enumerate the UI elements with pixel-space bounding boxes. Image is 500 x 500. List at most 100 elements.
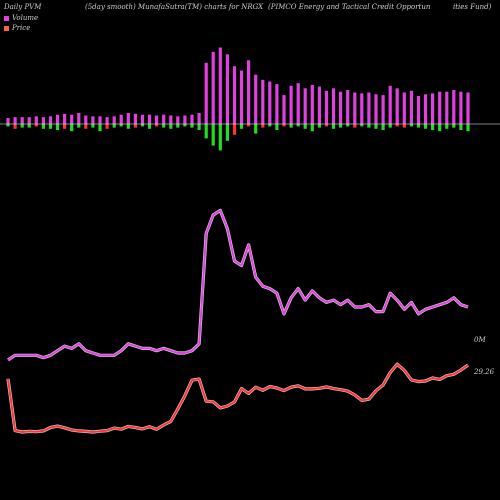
volume-bar-down: [34, 124, 38, 127]
volume-bar-up: [147, 114, 152, 124]
volume-bar-down: [275, 124, 279, 130]
volume-bar-down: [310, 124, 314, 132]
volume-bar-down: [431, 124, 435, 130]
legend-price-swatch: [4, 25, 9, 31]
price-value-label: 29.26: [474, 368, 495, 376]
volume-bar-down: [183, 124, 187, 127]
volume-bar-up: [119, 114, 123, 124]
volume-bar-down: [232, 124, 237, 135]
volume-bar-down: [119, 124, 123, 127]
volume-bar-up: [466, 92, 470, 124]
volume-bar-up: [353, 92, 357, 124]
legend-volume-swatch: [4, 15, 9, 21]
volume-bar-down: [268, 124, 272, 127]
volume-bar-down: [282, 124, 286, 127]
volume-bar-up: [431, 93, 435, 124]
volume-bar-up: [452, 90, 456, 124]
volume-bar-up: [289, 85, 293, 125]
volume-bar-up: [98, 116, 102, 124]
volume-bar-down: [77, 124, 81, 128]
volume-bar-up: [261, 79, 265, 124]
volume-bar-up: [190, 114, 194, 124]
volume-bar-up: [126, 113, 130, 124]
volume-bar-up: [70, 114, 74, 124]
volume-bar-down: [247, 124, 251, 127]
volume-bar-up: [317, 86, 321, 124]
volume-bar-down: [466, 124, 470, 132]
volume-bar-down: [374, 124, 378, 129]
legend-price-label: Price: [12, 24, 31, 32]
volume-bar-up: [169, 115, 173, 124]
volume-bar-up: [91, 116, 95, 124]
volume-bar-up: [112, 116, 116, 124]
volume-bar-up: [27, 117, 31, 124]
volume-bar-up: [183, 115, 187, 124]
volume-bar-down: [353, 124, 357, 128]
volume-bar-down: [105, 124, 109, 129]
volume-bar-up: [360, 93, 364, 124]
volume-bar-down: [41, 124, 45, 129]
legend-volume-label: Volume: [12, 14, 39, 22]
volume-bar-down: [317, 124, 321, 128]
volume-bar-up: [239, 70, 244, 124]
volume-bar-down: [218, 124, 222, 151]
volume-bar-up: [48, 116, 53, 124]
volume-bar-up: [445, 91, 449, 124]
volume-bar-down: [346, 124, 350, 127]
volume-bar-up: [133, 113, 137, 124]
volume-bar-up: [105, 117, 109, 124]
volume-bar-down: [13, 124, 17, 129]
volume-bar-up: [34, 116, 38, 124]
volume-bar-down: [169, 124, 173, 129]
volume-bar-down: [438, 124, 442, 132]
volume-bar-up: [423, 94, 428, 125]
legend-price: Price: [4, 24, 30, 32]
volume-bar-down: [176, 124, 180, 128]
volume-bar-down: [409, 124, 413, 127]
volume-bar-up: [140, 114, 145, 124]
volume-bar-up: [6, 118, 10, 124]
volume-bar-down: [225, 124, 229, 141]
volume-bar-down: [6, 124, 10, 127]
series-line-glow-price: [6, 362, 469, 434]
volume-bar-up: [409, 90, 413, 124]
volume-bar-down: [367, 124, 371, 128]
volume-bar-down: [20, 124, 24, 128]
volume-bar-up: [282, 95, 286, 124]
volume-bar-up: [197, 113, 201, 124]
volume-bar-up: [395, 88, 399, 124]
volume-bar-up: [218, 47, 222, 124]
series-lines: [6, 208, 469, 434]
header-left: Daily PVM: [4, 3, 42, 11]
volume-bar-up: [438, 91, 442, 124]
volume-bar-up: [13, 117, 17, 124]
volume-bar-down: [261, 124, 265, 128]
volume-bar-down: [63, 124, 67, 129]
volume-bar-down: [324, 124, 329, 127]
volume-bar-up: [275, 84, 279, 124]
volume-value-label: 0M: [474, 336, 486, 344]
volume-bar-up: [77, 113, 81, 124]
volume-bar-down: [126, 124, 130, 129]
volume-bar-down: [112, 124, 116, 128]
volume-bar-up: [367, 92, 371, 124]
volume-bar-up: [346, 90, 350, 124]
volume-bar-down: [289, 124, 293, 128]
volume-bar-up: [55, 114, 60, 124]
volume-bar-down: [303, 124, 307, 129]
volume-bar-up: [402, 92, 406, 124]
header-mid: (5day smooth) MunafaSutra(TM) charts for…: [85, 3, 264, 11]
volume-bar-up: [211, 51, 215, 125]
volume-bar-up: [41, 117, 45, 124]
volume-bar-up: [324, 90, 329, 124]
volume-bar-down: [197, 124, 201, 130]
legend-volume: Volume: [4, 14, 38, 22]
volume-bar-down: [27, 124, 31, 128]
volume-bar-down: [133, 124, 137, 128]
volume-bar-up: [331, 88, 336, 124]
volume-bar-down: [91, 124, 95, 128]
header-right-a: (PIMCO Energy and Tactical Credit Opport…: [268, 3, 431, 11]
series-line-price: [7, 363, 469, 433]
volume-bar-down: [155, 124, 159, 127]
